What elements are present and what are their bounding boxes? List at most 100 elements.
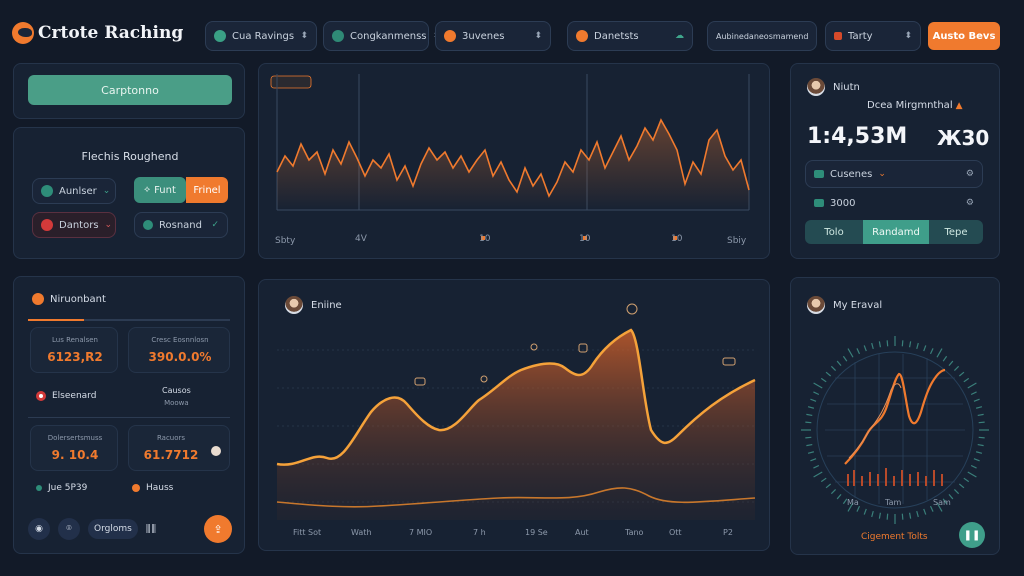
- record-icon: [41, 219, 53, 231]
- radial-tick: [830, 488, 837, 495]
- radial-tick: [916, 342, 919, 350]
- stat-text-1: Causos Moowa: [162, 386, 191, 407]
- header-pill-management-list[interactable]: Aubinedaneosmamend: [707, 21, 817, 51]
- primary-action-button[interactable]: Carptonno: [28, 75, 232, 105]
- chart-badge: [270, 75, 312, 89]
- radial-tick: [863, 508, 867, 515]
- header-pill-ratings[interactable]: Cua Ravings ⬍: [205, 21, 317, 51]
- check-icon: ✓: [211, 220, 219, 230]
- radial-tick: [975, 406, 983, 409]
- avatar[interactable]: [807, 296, 825, 314]
- record-icon: [36, 391, 46, 401]
- avatar[interactable]: [285, 296, 303, 314]
- radial-tick: [805, 421, 812, 424]
- panel-title: Flechis Roughend: [81, 150, 179, 163]
- filter-item-3[interactable]: Rosnand ✓: [134, 212, 228, 238]
- radial-tick: [836, 360, 842, 367]
- filter-tag-final[interactable]: Frinel: [186, 177, 228, 203]
- radial-tick: [908, 512, 912, 519]
- tab-randamd[interactable]: Randamd: [863, 220, 929, 244]
- x-tick-marks: [481, 236, 677, 240]
- globe-icon: [41, 185, 53, 197]
- radial-tick: [847, 502, 854, 512]
- radial-tick: [942, 355, 948, 362]
- series-line-secondary: [276, 487, 756, 508]
- panel-right-top: Niutn Dcea Mirgmnthal ▲ 1:4,53M Ж30 Cuse…: [790, 63, 1000, 259]
- chart-footer: Cigement Tolts: [861, 532, 928, 542]
- eye-icon[interactable]: ◉: [28, 518, 50, 540]
- x-label-8: P2: [723, 528, 733, 537]
- header-pill-management[interactable]: Congkanmenss ⬍: [323, 21, 440, 51]
- x-label-0: Ma: [847, 498, 859, 507]
- panel-left-mid: Flechis Roughend Aunlser ⌄ ⟡ Funt Frinel…: [13, 127, 245, 259]
- radial-tick: [975, 451, 983, 454]
- radial-tick: [923, 345, 927, 352]
- x-label-1: 4V: [355, 234, 367, 244]
- shield-icon: [143, 220, 153, 230]
- area-fill: [277, 120, 749, 210]
- radial-tick: [842, 498, 848, 505]
- radial-tick: [967, 382, 977, 389]
- cloud-outline-icon: ☁: [675, 31, 684, 41]
- metric-row-customers[interactable]: Cusenes ⌄ ⚙: [805, 160, 983, 188]
- brush-icon[interactable]: ⌾: [58, 518, 80, 540]
- filter-tag-fun[interactable]: ⟡ Funt: [134, 177, 186, 203]
- radial-tick: [967, 471, 977, 478]
- flame-icon: [576, 30, 588, 42]
- radial-tick: [813, 382, 823, 389]
- radial-tick: [886, 513, 889, 520]
- leaf-icon: ⟡: [144, 185, 151, 195]
- profile-subtitle: Dcea Mirgmnthal ▲: [867, 100, 963, 111]
- tab-tepe[interactable]: Tepe: [929, 220, 983, 244]
- stat-link-1[interactable]: Elseenard: [36, 391, 96, 401]
- fire-icon: [444, 30, 456, 42]
- x-label-2: 7 MIO: [409, 528, 433, 537]
- radial-tick: [807, 406, 815, 409]
- metric-row-count[interactable]: 3000 ⚙: [805, 190, 983, 216]
- tab-tolo[interactable]: Tolo: [805, 220, 863, 244]
- x-label-2: 10: [479, 234, 491, 244]
- export-icon[interactable]: ⇪: [204, 515, 232, 543]
- stat-link-3[interactable]: Hauss: [132, 483, 173, 493]
- radial-chart: [801, 336, 989, 524]
- radial-ticks: [801, 336, 989, 524]
- area-fill: [277, 330, 755, 520]
- filter-item-1[interactable]: Aunlser ⌄: [32, 178, 116, 204]
- radial-tick: [970, 391, 977, 396]
- chart-header: My Eraval: [807, 296, 882, 314]
- radial-tick: [953, 365, 960, 372]
- header-cta-button[interactable]: Austo Bevs: [928, 22, 1000, 50]
- filter-item-2[interactable]: Dantors ⌄: [32, 212, 116, 238]
- stat-link-2[interactable]: Jue 5P39: [36, 483, 87, 493]
- radial-tick: [871, 510, 874, 518]
- series-line: [276, 118, 750, 198]
- radial-tick: [977, 413, 984, 417]
- x-label-4: 19 Se: [525, 528, 548, 537]
- bars-icon[interactable]: ⫼⫼: [145, 523, 158, 535]
- header-pill-datasets[interactable]: Danetsts ☁: [567, 21, 693, 51]
- profile-name: Niutn: [833, 81, 860, 93]
- x-label-0: Fitt Sot: [293, 528, 322, 537]
- x-label-2: Sam: [933, 498, 951, 507]
- avatar[interactable]: [807, 78, 825, 96]
- stat-card-1: Lus Renalsen 6123,R2: [30, 327, 118, 373]
- radial-tick: [813, 391, 820, 396]
- header-pill-revenues[interactable]: 3uvenes ⬍: [435, 21, 551, 51]
- panel-chart-top: Sbty 4V 10 10 10 Sbiy: [258, 63, 770, 259]
- pause-button[interactable]: ❚❚: [959, 522, 985, 548]
- chevron-icon: ⬍: [534, 31, 542, 41]
- footer-label[interactable]: Orgloms: [88, 519, 138, 539]
- area-chart-main: [276, 303, 756, 520]
- radial-tick: [830, 365, 837, 372]
- bars: [847, 468, 943, 486]
- radial-tick: [970, 464, 977, 469]
- radial-tick: [901, 340, 904, 347]
- brand-logo[interactable]: Crtote Raching: [12, 22, 183, 44]
- brand-icon: [12, 22, 34, 44]
- header-pill-party[interactable]: Tarty ⬍: [825, 21, 921, 51]
- radial-tick: [806, 443, 813, 447]
- x-label-3: 10: [579, 234, 591, 244]
- panel-left-top: Carptonno: [13, 63, 245, 119]
- radial-tick: [963, 477, 970, 483]
- panel-chart-main: Eniine Fitt Sot Wath 7 MIO 7: [258, 279, 770, 551]
